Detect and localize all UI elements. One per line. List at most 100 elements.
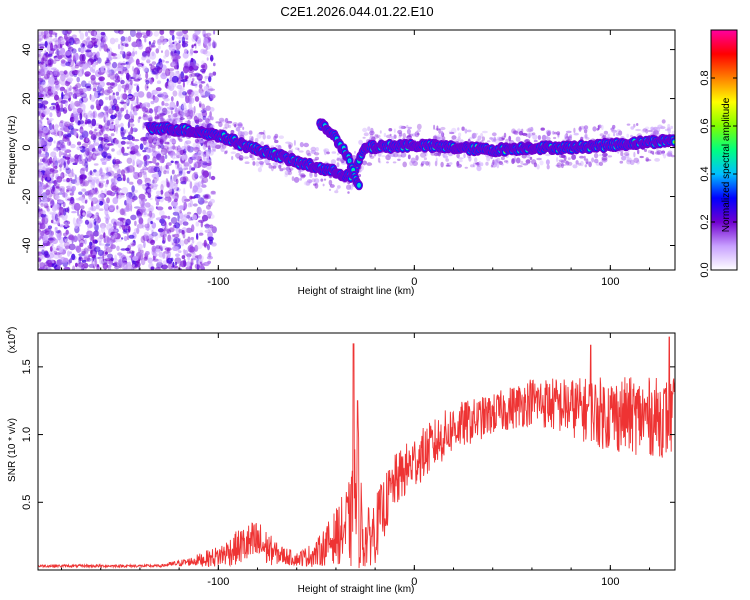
noise-blob	[45, 222, 49, 230]
noise-blob	[40, 112, 45, 120]
noise-blob	[67, 172, 75, 178]
noise-blob	[155, 201, 160, 206]
ridge-halo	[323, 178, 327, 181]
noise-blob	[139, 143, 144, 151]
noise-blob	[115, 91, 120, 96]
ridge-halo	[500, 156, 505, 161]
noise-blob	[205, 105, 211, 111]
noise-blob	[181, 230, 184, 236]
noise-blob	[174, 70, 180, 78]
ridge-halo	[563, 155, 567, 161]
noise-blob	[88, 51, 92, 56]
noise-blob	[64, 92, 72, 99]
noise-blob	[125, 247, 130, 252]
noise-blob	[130, 126, 134, 135]
ridge-halo	[533, 139, 538, 143]
noise-blob	[71, 34, 77, 38]
noise-blob	[182, 233, 186, 239]
noise-blob	[164, 230, 168, 239]
ridge-halo	[433, 124, 436, 130]
ridge-halo	[303, 181, 310, 186]
noise-blob	[55, 186, 60, 189]
ridge-halo	[661, 119, 666, 124]
noise-blob	[128, 181, 134, 185]
noise-blob	[127, 267, 133, 270]
noise-blob	[69, 103, 75, 110]
noise-blob	[132, 264, 135, 267]
noise-blob	[38, 68, 45, 73]
noise-blob	[82, 43, 86, 48]
ridge-halo	[438, 128, 442, 134]
ridge-halo	[481, 136, 485, 141]
noise-blob	[58, 150, 62, 158]
noise-blob	[150, 100, 155, 105]
noise-blob	[82, 95, 88, 104]
noise-blob	[150, 266, 155, 270]
noise-blob	[95, 216, 101, 224]
ridge-halo	[328, 188, 332, 191]
noise-blob	[143, 241, 146, 249]
noise-blob	[114, 166, 120, 171]
ridge-halo	[298, 150, 304, 153]
noise-blob	[153, 40, 156, 44]
noise-blob	[183, 187, 186, 195]
ridge-halo	[626, 123, 631, 126]
ridge-halo	[279, 168, 284, 172]
noise-blob	[124, 113, 131, 120]
noise-blob	[107, 137, 111, 141]
noise-blob	[206, 57, 209, 61]
noise-blob	[197, 264, 205, 270]
ridge-halo	[468, 156, 472, 162]
ridge-halo	[237, 122, 243, 129]
noise-blob	[93, 163, 99, 166]
noise-blob	[78, 191, 83, 195]
ridge-halo	[531, 159, 537, 165]
noise-blob	[139, 206, 146, 213]
noise-blob	[152, 146, 156, 153]
noise-blob	[88, 219, 96, 224]
noise-blob	[64, 156, 71, 160]
ridge-halo	[626, 133, 629, 138]
noise-blob	[189, 165, 192, 173]
noise-blob	[64, 245, 71, 250]
ridge-halo	[575, 160, 579, 165]
noise-blob	[100, 157, 108, 164]
noise-blob	[196, 232, 199, 240]
noise-blob	[99, 234, 104, 240]
noise-blob	[115, 118, 120, 126]
ridge-halo	[474, 157, 478, 163]
ridge-halo	[619, 160, 624, 164]
noise-blob	[126, 197, 133, 206]
noise-blob	[83, 151, 88, 158]
noise-blob	[187, 255, 191, 261]
noise-blob	[104, 203, 108, 209]
noise-blob	[85, 37, 90, 41]
ridge-halo	[639, 155, 644, 159]
noise-blob	[152, 177, 158, 184]
ridge-halo	[421, 160, 427, 165]
noise-blob	[130, 203, 133, 212]
ridge-halo	[463, 153, 466, 159]
ridge-halo	[235, 152, 241, 159]
noise-blob	[168, 81, 174, 87]
noise-blob	[109, 37, 116, 45]
noise-blob	[70, 101, 75, 109]
noise-blob	[66, 140, 72, 146]
noise-blob	[191, 36, 196, 42]
noise-blob	[150, 45, 156, 48]
noise-blob	[185, 37, 189, 41]
ridge-halo	[456, 163, 463, 168]
noise-blob	[79, 135, 84, 140]
noise-blob	[58, 128, 62, 137]
noise-blob	[189, 73, 193, 78]
noise-blob	[84, 161, 89, 169]
noise-blob	[67, 198, 74, 201]
ridge-halo	[262, 133, 266, 140]
noise-blob	[100, 31, 106, 36]
noise-blob	[62, 152, 68, 156]
noise-blob	[181, 195, 187, 204]
ridge-halo	[598, 161, 604, 166]
noise-blob	[172, 211, 180, 216]
ridge-halo	[564, 136, 570, 140]
ridge-halo	[251, 157, 255, 161]
